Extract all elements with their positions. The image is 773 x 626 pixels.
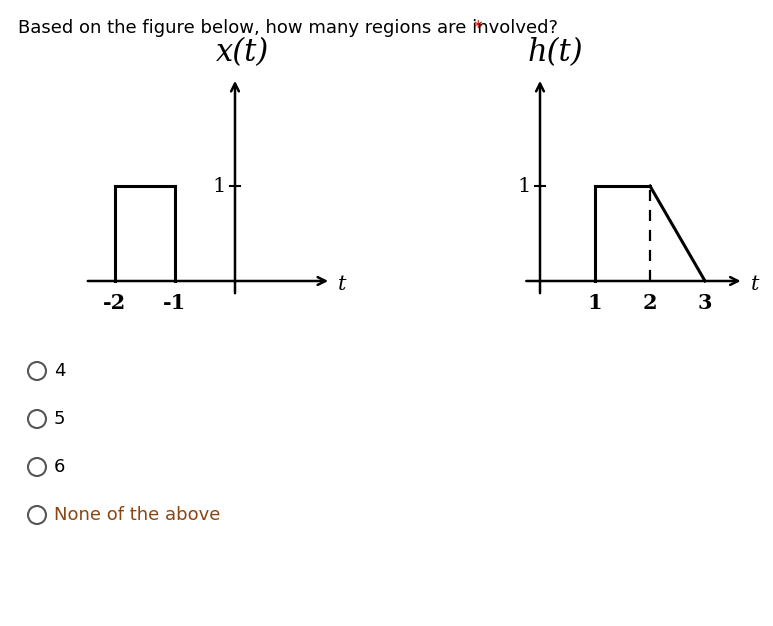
Text: 5: 5 — [54, 410, 66, 428]
Text: 3: 3 — [698, 293, 712, 313]
Text: 1: 1 — [518, 177, 531, 195]
Text: 1: 1 — [213, 177, 226, 195]
Text: -2: -2 — [104, 293, 127, 313]
Text: x(t): x(t) — [216, 37, 270, 68]
Text: 2: 2 — [642, 293, 657, 313]
Text: 4: 4 — [54, 362, 66, 380]
Text: Based on the figure below, how many regions are involved?: Based on the figure below, how many regi… — [18, 19, 558, 37]
Text: -1: -1 — [163, 293, 186, 313]
Text: t: t — [751, 274, 759, 294]
Text: 1: 1 — [587, 293, 602, 313]
Text: 6: 6 — [54, 458, 66, 476]
Text: h(t): h(t) — [527, 37, 583, 68]
Text: t: t — [338, 274, 346, 294]
Text: None of the above: None of the above — [54, 506, 220, 524]
Text: *: * — [468, 19, 483, 37]
